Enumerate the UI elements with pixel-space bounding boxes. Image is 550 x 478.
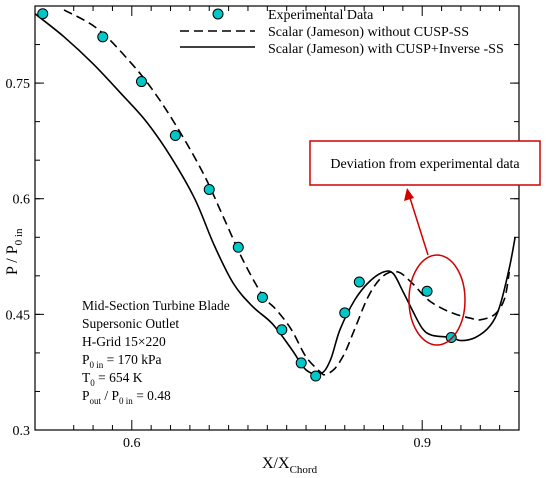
- y-axis-title: P / P0 in: [4, 228, 25, 275]
- y-tick-label: 0.45: [6, 308, 31, 323]
- legend-label-experimental: Experimental Data: [268, 8, 374, 23]
- experimental-data-point: [310, 370, 322, 382]
- plot-frame: [34, 5, 520, 431]
- info-line-blade: Mid-Section Turbine Blade: [82, 298, 230, 313]
- experimental-data-point: [97, 31, 109, 43]
- info-line-grid: H-Grid 15×220: [82, 334, 166, 349]
- legend-label-with-cusp: Scalar (Jameson) with CUSP+Inverse -SS: [268, 42, 504, 57]
- experimental-data-point: [135, 76, 147, 88]
- y-tick-label: 0.75: [6, 77, 31, 92]
- experimental-data-point: [169, 130, 181, 142]
- experimental-data-point: [421, 285, 433, 297]
- axes: 0.3 0.45 0.6 0.75 0.6 0.9: [6, 5, 520, 451]
- experimental-data-point: [203, 183, 215, 195]
- experimental-data-point: [339, 307, 351, 319]
- experimental-data-point: [295, 357, 307, 369]
- callout-arrowhead: [404, 188, 414, 201]
- experimental-data-point: [37, 8, 49, 20]
- legend-marker-experimental: [212, 8, 224, 20]
- experimental-data-point: [256, 291, 268, 303]
- series-line-without-cusp: [63, 9, 511, 376]
- legend: Experimental Data Scalar (Jameson) witho…: [180, 8, 504, 57]
- info-line-pressure: P0 in = 170 kPa: [82, 352, 162, 370]
- info-box: Mid-Section Turbine Blade Supersonic Out…: [82, 298, 230, 406]
- experimental-data-point: [353, 276, 365, 288]
- x-axis-title: X/XChord: [262, 455, 318, 476]
- callout-arrow-shaft: [409, 197, 429, 256]
- legend-label-without-cusp: Scalar (Jameson) without CUSP-SS: [268, 25, 469, 40]
- x-tick-label: 0.9: [413, 436, 431, 451]
- y-tick-label: 0.3: [13, 424, 31, 439]
- experimental-data-point: [276, 324, 288, 336]
- info-line-pressure-ratio: Pout / P0 in = 0.48: [82, 388, 171, 406]
- highlight-ellipse: [408, 254, 466, 346]
- info-line-outlet: Supersonic Outlet: [82, 316, 179, 331]
- y-tick-label: 0.6: [13, 193, 31, 208]
- deviation-annotation: Deviation from experimental data: [309, 140, 541, 346]
- series-layer: [34, 9, 516, 376]
- x-tick-label: 0.6: [123, 436, 141, 451]
- callout-text: Deviation from experimental data: [330, 157, 520, 172]
- info-line-temperature: T0 = 654 K: [82, 370, 143, 388]
- experimental-data-point: [232, 241, 244, 253]
- callout-box: [309, 140, 541, 186]
- series-line-with-cusp: [34, 13, 516, 376]
